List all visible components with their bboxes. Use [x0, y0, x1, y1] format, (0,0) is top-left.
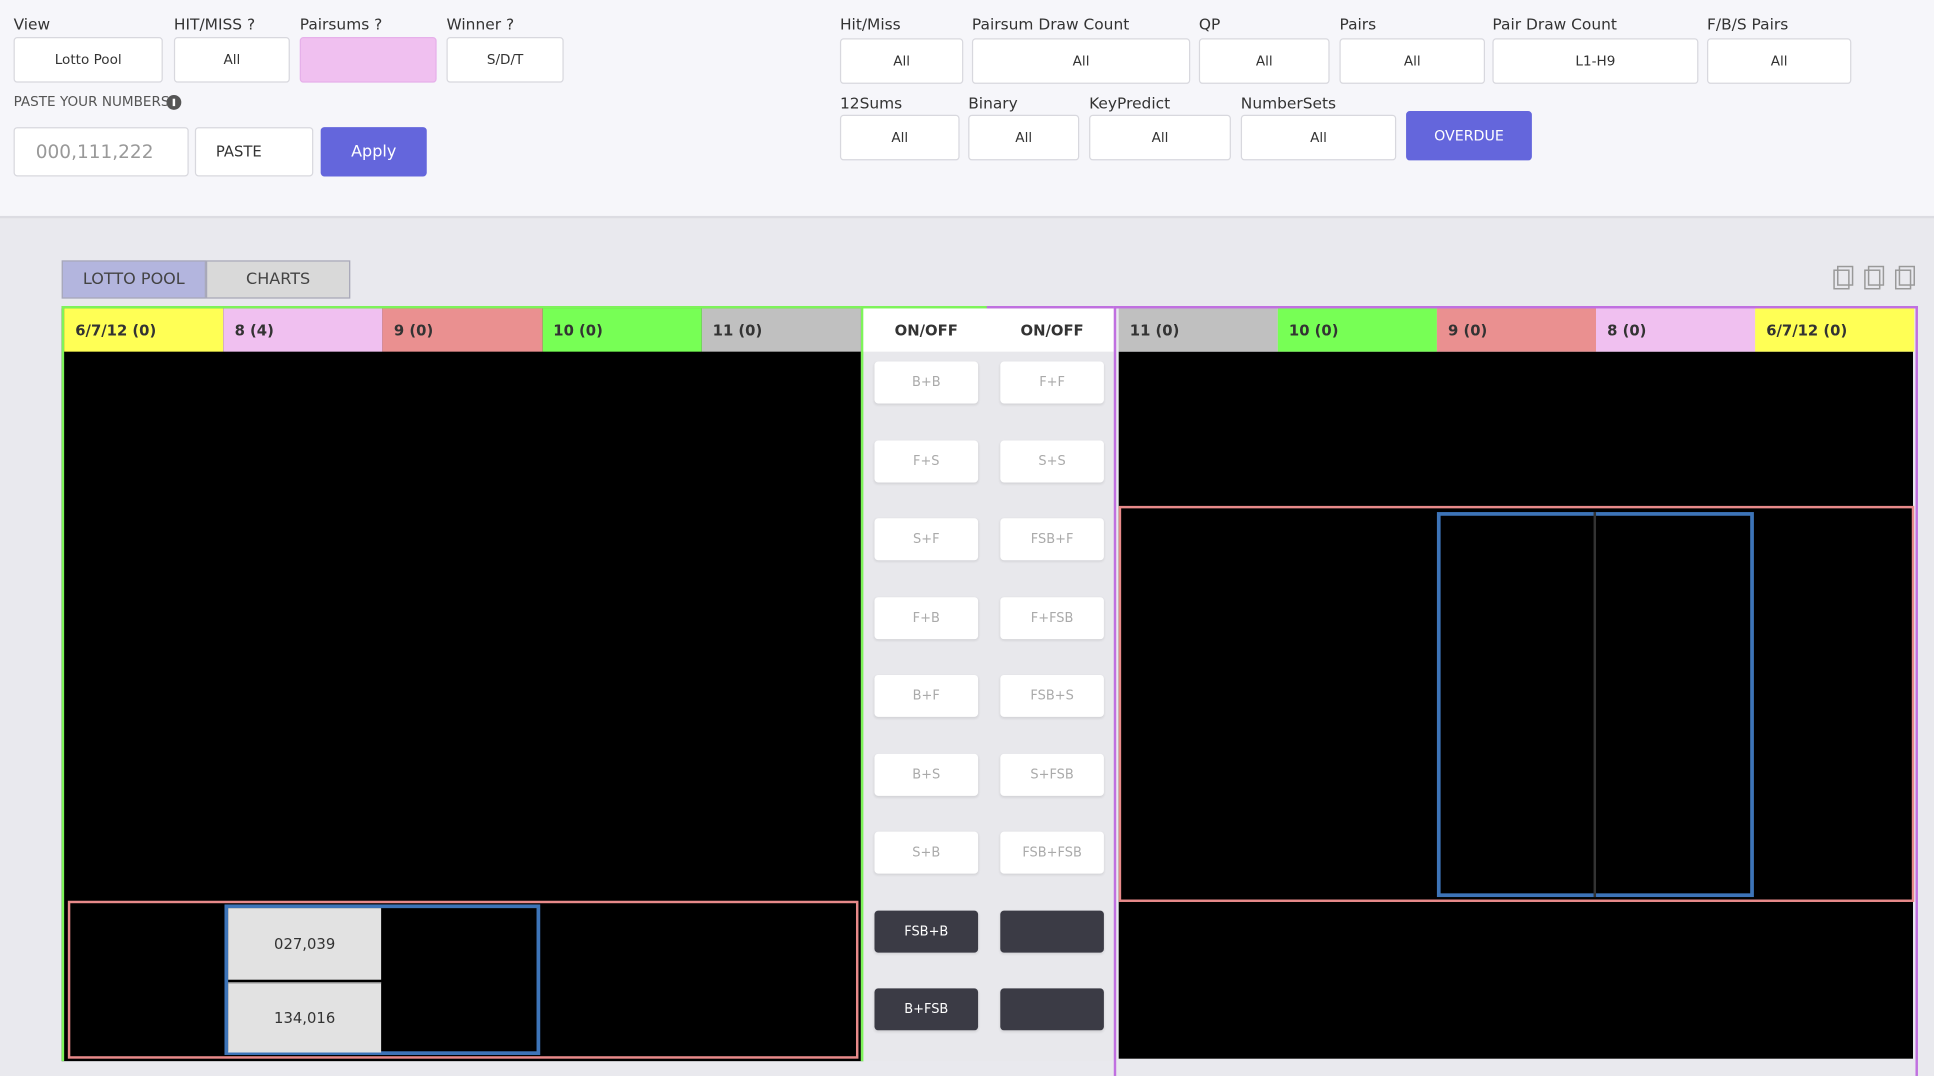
- paste-label: PASTE YOUR NUMBERS: [13, 93, 170, 110]
- column-header: 10 (0): [1277, 308, 1437, 352]
- right-grid-body: [1118, 351, 1914, 1059]
- filter-select[interactable]: Lotto Pool: [13, 37, 163, 83]
- filter-select[interactable]: S/D/T: [446, 37, 564, 83]
- apply-button[interactable]: Apply: [320, 127, 427, 177]
- pair-button[interactable]: FSB+F: [1000, 518, 1104, 561]
- pair-button[interactable]: F+FSB: [1000, 596, 1104, 639]
- filter-select[interactable]: All: [1240, 114, 1397, 161]
- pair-button[interactable]: F+F: [1000, 361, 1104, 404]
- filter-label: HIT/MISS ?: [173, 14, 256, 34]
- filter-select[interactable]: All: [971, 38, 1191, 84]
- column-header: 9 (0): [1436, 308, 1597, 352]
- filter-select[interactable]: All: [1089, 114, 1231, 161]
- filter-panel: [0, 0, 1934, 219]
- filter-label: Winner ?: [446, 14, 515, 34]
- filter-label: F/B/S Pairs: [1707, 14, 1789, 34]
- filter-label: Pairs: [1339, 14, 1377, 34]
- pair-button[interactable]: FSB+S: [1000, 674, 1104, 717]
- filter-select[interactable]: All: [173, 37, 290, 83]
- divider: [1593, 512, 1597, 898]
- column-header: 9 (0): [382, 308, 543, 352]
- column-header: 10 (0): [542, 308, 702, 352]
- column-header: 8 (0): [1596, 308, 1756, 352]
- tab[interactable]: CHARTS: [205, 260, 351, 299]
- pair-button[interactable]: S+FSB: [1000, 753, 1104, 796]
- pair-button[interactable]: FSB+FSB: [1000, 831, 1104, 874]
- filter-select[interactable]: L1-H9: [1492, 38, 1699, 84]
- right-highlight: [1118, 505, 1915, 902]
- filter-label: Pairsums ?: [299, 14, 383, 34]
- filter-label: Pairsum Draw Count: [971, 14, 1130, 34]
- number-cell: 027,039: [228, 908, 382, 980]
- filter-select[interactable]: [299, 37, 437, 83]
- filter-label: NumberSets: [1240, 93, 1337, 113]
- blank-button[interactable]: [1000, 988, 1104, 1031]
- paste-button[interactable]: PASTE: [194, 127, 314, 177]
- middle-border: [986, 306, 1117, 309]
- column-header: 6/7/12 (0): [64, 308, 224, 352]
- left-highlight: [67, 900, 859, 1059]
- filter-label: QP: [1198, 14, 1221, 34]
- filter-select[interactable]: All: [1339, 38, 1486, 84]
- pair-button[interactable]: S+F: [874, 518, 979, 561]
- filter-label: Hit/Miss: [839, 14, 901, 34]
- filter-select[interactable]: All: [1707, 38, 1852, 84]
- middle-header: [863, 308, 1114, 352]
- pair-button[interactable]: F+B: [874, 596, 979, 639]
- filter-select[interactable]: All: [1198, 38, 1330, 84]
- filter-label: Binary: [968, 93, 1018, 113]
- column-header: 11 (0): [1118, 308, 1278, 352]
- help-icon[interactable]: [166, 95, 182, 110]
- left-selection: [224, 904, 541, 1055]
- filter-select[interactable]: All: [968, 114, 1080, 161]
- filter-label: 12Sums: [839, 93, 903, 113]
- pair-button[interactable]: B+S: [874, 753, 979, 796]
- filter-label: Pair Draw Count: [1492, 14, 1617, 34]
- pair-button[interactable]: B+F: [874, 674, 979, 717]
- pair-button[interactable]: B+B: [874, 361, 979, 404]
- paste-input[interactable]: 000,111,222: [13, 127, 189, 177]
- left-grid: [61, 306, 864, 1062]
- pair-button[interactable]: B+FSB: [874, 988, 979, 1031]
- filter-label: View: [13, 14, 51, 34]
- column-header: 11 (0): [701, 308, 861, 352]
- overdue-button[interactable]: OVERDUE: [1406, 111, 1532, 161]
- number-cell: 134,016: [228, 981, 382, 1052]
- toggle-header: ON/OFF: [894, 321, 958, 339]
- filter-select[interactable]: All: [839, 114, 960, 161]
- pair-button[interactable]: F+S: [874, 439, 979, 482]
- toggle-header: ON/OFF: [1020, 321, 1084, 339]
- filter-label: KeyPredict: [1089, 93, 1171, 113]
- tab[interactable]: LOTTO POOL: [61, 260, 206, 299]
- column-header: 8 (4): [223, 308, 383, 352]
- pair-button[interactable]: S+S: [1000, 439, 1104, 482]
- filter-select[interactable]: All: [839, 38, 964, 84]
- blank-button[interactable]: [1000, 910, 1104, 953]
- view-icons[interactable]: [1830, 265, 1919, 292]
- pair-button[interactable]: FSB+B: [874, 910, 979, 952]
- pair-button[interactable]: S+B: [874, 831, 979, 874]
- column-header: 6/7/12 (0): [1755, 308, 1915, 352]
